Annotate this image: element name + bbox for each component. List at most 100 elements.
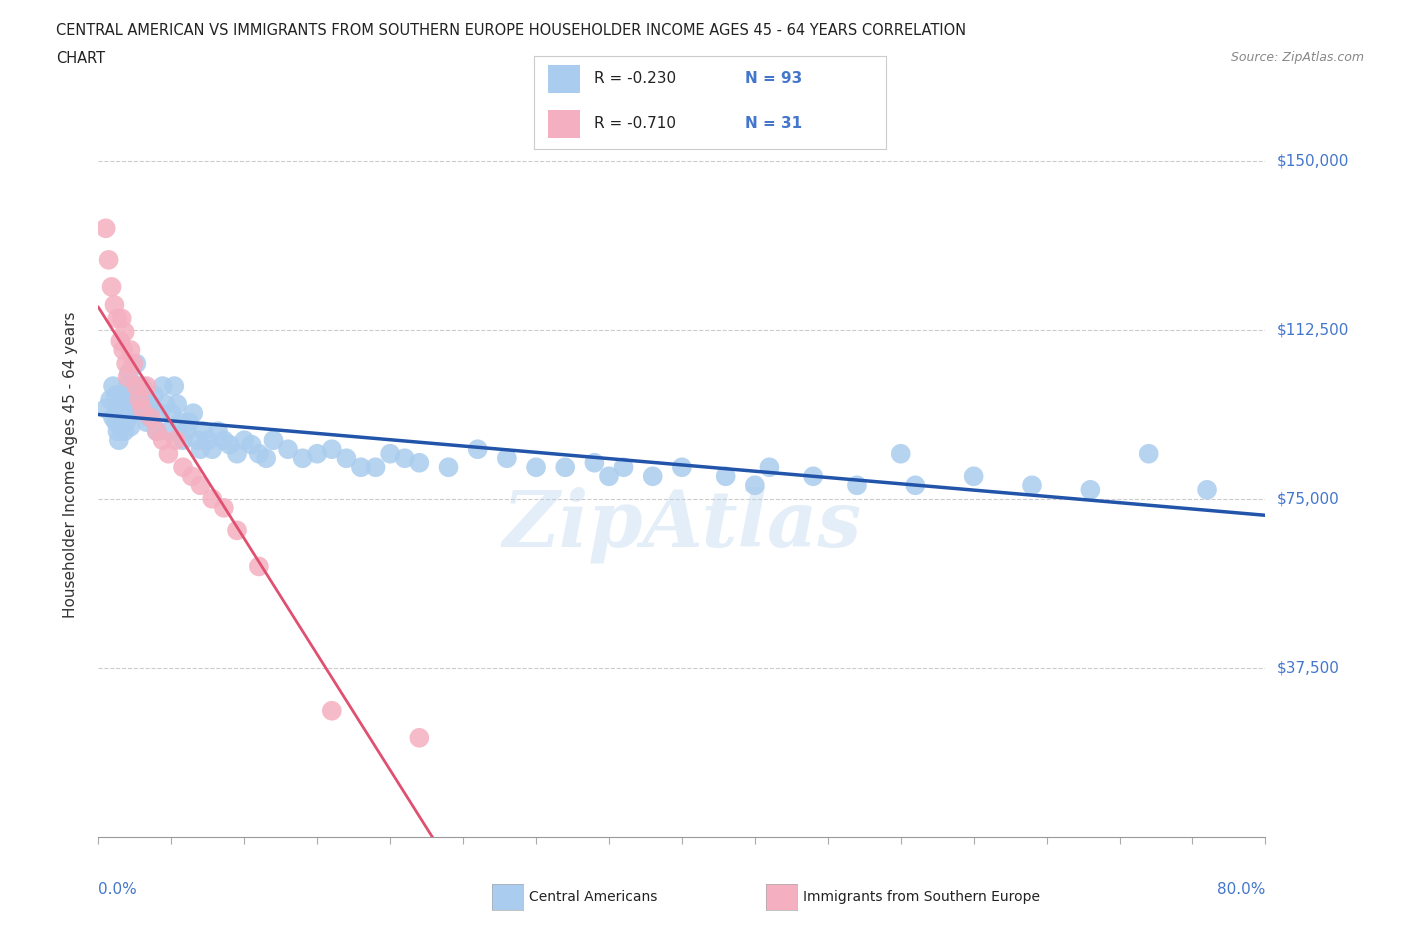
Point xyxy=(131,401,153,416)
Point xyxy=(101,379,124,393)
Text: Central Americans: Central Americans xyxy=(529,889,657,904)
Point xyxy=(135,379,157,393)
Point xyxy=(172,459,194,474)
Point xyxy=(122,356,145,371)
Point xyxy=(181,405,204,420)
Point xyxy=(307,446,329,461)
Point xyxy=(226,446,249,461)
Point xyxy=(166,397,188,412)
Text: Source: ZipAtlas.com: Source: ZipAtlas.com xyxy=(1230,51,1364,64)
Point xyxy=(160,405,183,420)
Text: $75,000: $75,000 xyxy=(1277,491,1340,506)
Point xyxy=(128,401,150,416)
Point xyxy=(1080,483,1102,498)
Text: $37,500: $37,500 xyxy=(1277,660,1340,675)
Point xyxy=(110,401,132,416)
Point xyxy=(149,405,172,420)
Point xyxy=(157,424,180,439)
Point xyxy=(110,419,132,434)
Point xyxy=(212,432,235,447)
Point xyxy=(152,432,174,447)
Text: N = 93: N = 93 xyxy=(745,71,803,86)
Point xyxy=(1195,483,1218,498)
Bar xyxy=(548,110,579,138)
Point xyxy=(135,415,157,430)
Point xyxy=(139,410,162,425)
Point xyxy=(254,451,277,466)
Point xyxy=(104,415,127,430)
Point xyxy=(112,405,135,420)
Point xyxy=(845,478,868,493)
Point xyxy=(233,432,256,447)
Point xyxy=(124,388,146,403)
Point xyxy=(187,432,209,447)
Point xyxy=(197,432,219,447)
Text: R = -0.710: R = -0.710 xyxy=(593,115,676,131)
Point xyxy=(247,559,270,574)
Point xyxy=(218,437,240,452)
Point xyxy=(201,491,224,506)
Text: 80.0%: 80.0% xyxy=(1218,882,1265,897)
Point xyxy=(262,432,284,447)
Point xyxy=(111,311,134,325)
Point xyxy=(1137,446,1160,461)
Point xyxy=(364,459,387,474)
Point xyxy=(744,478,766,493)
Point xyxy=(612,459,634,474)
Point xyxy=(97,252,120,267)
Point xyxy=(138,410,160,425)
Point xyxy=(495,451,517,466)
Bar xyxy=(548,65,579,93)
Text: 0.0%: 0.0% xyxy=(98,882,138,897)
Text: ZipAtlas: ZipAtlas xyxy=(502,486,862,563)
Point xyxy=(291,451,314,466)
Point xyxy=(94,401,117,416)
Point xyxy=(714,469,737,484)
Point xyxy=(437,459,460,474)
Point xyxy=(350,459,373,474)
Point xyxy=(122,401,145,416)
Point xyxy=(117,392,139,407)
Point xyxy=(190,478,212,493)
Point xyxy=(641,469,664,484)
Point xyxy=(100,279,122,294)
Point xyxy=(112,342,135,357)
Point xyxy=(105,311,128,325)
Point xyxy=(120,342,142,357)
Point xyxy=(103,298,125,312)
Point xyxy=(467,442,489,457)
Point xyxy=(117,379,139,393)
Point xyxy=(110,334,132,349)
Text: Immigrants from Southern Europe: Immigrants from Southern Europe xyxy=(803,889,1040,904)
Point xyxy=(180,469,202,484)
Point xyxy=(408,456,430,471)
Point xyxy=(394,451,416,466)
Point xyxy=(247,446,270,461)
Point xyxy=(226,523,249,538)
Point xyxy=(101,410,124,425)
Point xyxy=(201,442,224,457)
Point xyxy=(155,397,177,412)
Point xyxy=(321,442,343,457)
Point xyxy=(207,424,229,439)
Point xyxy=(169,415,191,430)
Point xyxy=(335,451,357,466)
Point xyxy=(1021,478,1043,493)
Point xyxy=(177,415,200,430)
Point xyxy=(157,446,180,461)
Point xyxy=(115,356,138,371)
Text: $112,500: $112,500 xyxy=(1277,322,1350,338)
Point xyxy=(134,405,156,420)
Point xyxy=(524,459,547,474)
Point xyxy=(132,392,155,407)
Point xyxy=(962,469,984,484)
Point xyxy=(108,432,131,447)
Point xyxy=(139,397,162,412)
Point xyxy=(117,369,139,384)
Point xyxy=(98,392,121,407)
Point xyxy=(114,424,136,439)
Point xyxy=(212,500,235,515)
Point xyxy=(136,397,159,412)
Point xyxy=(758,459,780,474)
Text: R = -0.230: R = -0.230 xyxy=(593,71,676,86)
